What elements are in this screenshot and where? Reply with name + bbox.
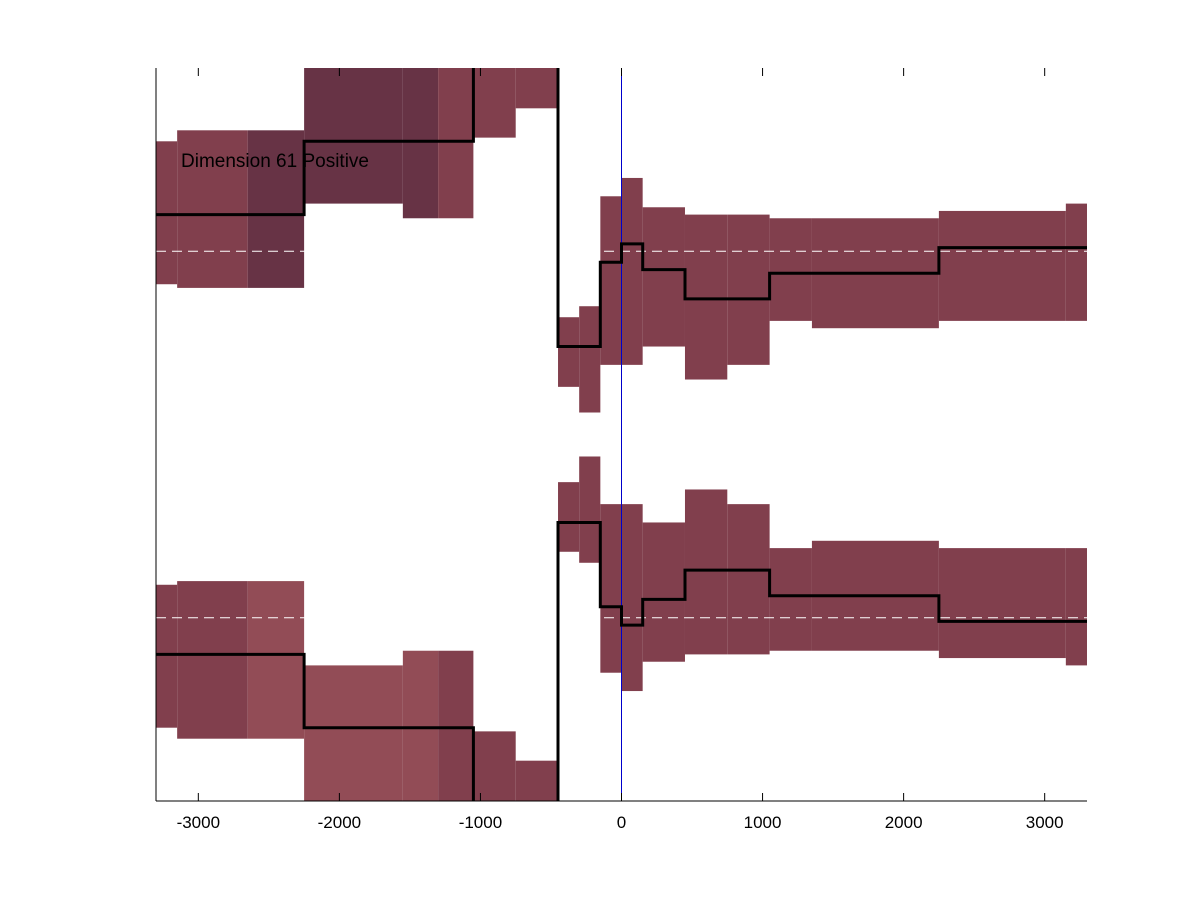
- band-segment-2-6: [438, 650, 474, 801]
- x-tick-label-1: -3000: [177, 813, 220, 832]
- chart-annotation: Dimension 61 Positive: [181, 151, 369, 172]
- band-segment-1-9: [558, 317, 580, 387]
- x-tick-label-2: -2000: [318, 813, 361, 832]
- band-segment-2-2: [177, 581, 248, 739]
- band-segment-2-8: [515, 760, 559, 801]
- band-segment-1-11: [600, 196, 622, 365]
- band-segment-1-7: [473, 68, 516, 138]
- band-segment-1-15: [727, 214, 770, 365]
- band-segment-1-6: [438, 68, 474, 219]
- band-segment-2-9: [558, 482, 580, 552]
- band-segment-1-1: [156, 141, 178, 285]
- band-segment-2-1: [156, 584, 178, 728]
- band-segment-2-11: [600, 504, 622, 673]
- series-line-1: [156, 68, 1087, 348]
- band-segment-1-2: [177, 130, 248, 288]
- x-tick-label-5: 1000: [744, 813, 782, 832]
- band-segment-2-7: [473, 731, 516, 801]
- band-segment-1-14: [684, 214, 728, 380]
- band-segment-2-19: [1065, 548, 1087, 666]
- band-segment-2-10: [579, 456, 601, 563]
- band-segment-1-5: [402, 68, 439, 219]
- band-segment-2-13: [642, 522, 685, 662]
- x-tick-label-3: -1000: [459, 813, 502, 832]
- plot-area: [156, 68, 1087, 801]
- band-segment-2-5: [402, 650, 439, 801]
- band-segment-1-12: [621, 177, 643, 365]
- band-segment-2-12: [621, 504, 643, 692]
- band-segment-1-19: [1065, 203, 1087, 321]
- band-segment-2-3: [247, 581, 305, 739]
- x-tick-label-7: 3000: [1026, 813, 1064, 832]
- band-segment-1-3: [247, 130, 305, 288]
- band-segment-1-16: [769, 218, 812, 321]
- band-segment-1-13: [642, 207, 685, 347]
- band-segment-2-18: [938, 548, 1066, 659]
- x-axis-ticks: -3000 -2000 -1000 0 1000 2000 3000: [177, 68, 1064, 832]
- x-tick-label-4: 0: [617, 813, 626, 832]
- step-lines: [156, 68, 1087, 801]
- band-segment-1-10: [579, 306, 601, 413]
- confidence-bands: [156, 68, 1087, 801]
- band-segment-2-14: [684, 489, 728, 655]
- band-segment-1-18: [938, 210, 1066, 321]
- band-segment-2-16: [769, 548, 812, 651]
- band-segment-1-4: [304, 68, 403, 204]
- series-line-2: [156, 521, 1087, 801]
- band-segment-2-4: [304, 665, 403, 801]
- x-tick-label-6: 2000: [885, 813, 923, 832]
- band-segment-1-8: [515, 68, 559, 109]
- band-segment-2-15: [727, 504, 770, 655]
